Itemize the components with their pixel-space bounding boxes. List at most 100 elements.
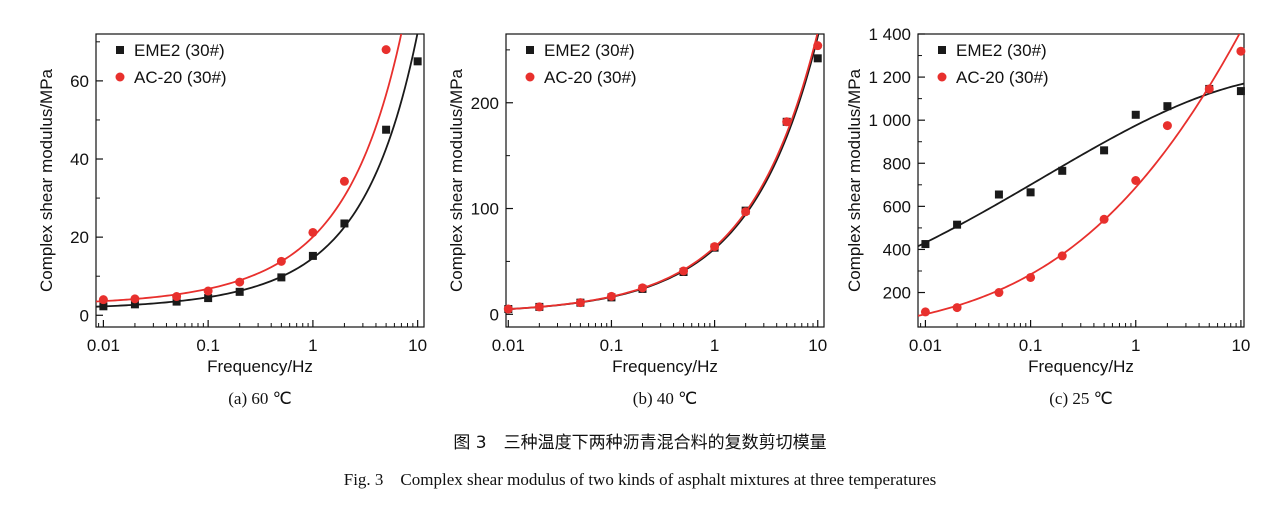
data-point-series-0: [1026, 188, 1035, 197]
plot-frame: [505, 33, 825, 328]
plot-frame: [95, 33, 425, 328]
y-tick-label: 60: [70, 72, 89, 91]
fit-curve-series-1: [96, 34, 403, 303]
data-point-series-1: [637, 283, 647, 293]
data-point-series-0: [953, 220, 962, 229]
x-tick-label: 10: [1231, 336, 1250, 355]
y-tick-label: 100: [471, 200, 499, 219]
data-point-series-1: [679, 266, 689, 276]
x-axis-label: Frequency/Hz: [1028, 357, 1134, 376]
data-point-series-1: [381, 45, 391, 55]
y-tick-label: 0: [490, 305, 499, 324]
x-axis-label: Frequency/Hz: [207, 357, 313, 376]
y-axis-label: Complex shear modulus/MPa: [37, 68, 56, 292]
fit-curve-series-1: [918, 34, 1241, 317]
data-point-series-0: [1131, 110, 1140, 119]
data-point-series-0: [994, 190, 1003, 199]
fit-curve-series-0: [96, 34, 419, 308]
x-tick-label: 1: [710, 336, 719, 355]
data-point-series-0: [130, 300, 139, 309]
data-point-series-1: [172, 292, 182, 302]
legend-marker-0: [526, 46, 534, 54]
data-point-series-0: [204, 294, 213, 303]
data-point-series-1: [130, 294, 140, 304]
data-point-series-1: [994, 288, 1004, 298]
data-point-series-0: [413, 57, 422, 66]
data-point-series-1: [1026, 272, 1036, 282]
data-point-series-1: [276, 256, 286, 266]
x-tick-label: 0.01: [492, 336, 525, 355]
data-point-series-1: [741, 207, 751, 217]
data-point-series-0: [99, 302, 108, 311]
x-tick-label: 10: [408, 336, 427, 355]
data-point-series-0: [1100, 146, 1109, 155]
data-point-series-0: [277, 273, 286, 282]
legend-label-0: EME2 (30#): [956, 41, 1047, 60]
y-tick-label: 20: [70, 228, 89, 247]
data-point-series-1: [339, 176, 349, 186]
legend-label-0: EME2 (30#): [134, 41, 225, 60]
data-point-series-1: [813, 41, 823, 51]
data-point-series-1: [235, 277, 245, 287]
legend-marker-0: [116, 46, 124, 54]
data-point-series-1: [503, 304, 513, 314]
data-point-series-0: [172, 297, 181, 306]
y-tick-label: 400: [883, 240, 911, 259]
chart-2: 0.01 0.1 1 10 200 400 600 800 1 000 1 200 1 400 Fre…: [845, 25, 1250, 408]
data-point-series-1: [1131, 176, 1141, 185]
data-point-series-1: [534, 302, 544, 312]
chart-subtitle: (a) 60 ℃: [228, 389, 291, 408]
x-tick-label: 1: [308, 336, 317, 355]
y-tick-label: 1 200: [868, 68, 911, 87]
y-tick-label: 0: [80, 306, 89, 325]
data-point-series-1: [308, 227, 318, 237]
data-point-series-0: [308, 251, 317, 260]
chart-subtitle: (b) 40 ℃: [633, 389, 697, 408]
x-tick-label: 0.1: [600, 336, 624, 355]
data-point-series-0: [1058, 166, 1067, 175]
legend-marker-1: [937, 72, 947, 82]
x-axis-label: Frequency/Hz: [612, 357, 718, 376]
data-point-series-1: [1204, 84, 1214, 94]
data-point-series-0: [235, 287, 244, 296]
caption-cn: 图 3 三种温度下两种沥青混合料的复数剪切模量: [453, 433, 826, 453]
legend-marker-1: [525, 72, 535, 82]
data-point-series-1: [1099, 214, 1109, 224]
data-point-series-1: [1162, 121, 1172, 131]
legend-marker-1: [115, 72, 125, 82]
legend-label-1: AC-20 (30#): [956, 68, 1049, 87]
y-tick-label: 200: [883, 284, 911, 303]
x-tick-label: 10: [808, 336, 827, 355]
data-point-series-0: [1236, 87, 1245, 96]
data-point-series-0: [1163, 102, 1172, 111]
data-point-series-0: [921, 240, 930, 249]
fit-curve-series-1: [506, 34, 819, 311]
y-tick-label: 800: [883, 154, 911, 173]
data-point-series-1: [606, 291, 616, 301]
chart-0: 0.01 0.1 1 10 0 20 40 60 Frequency/Hz Complex she…: [37, 33, 427, 408]
legend-label-1: AC-20 (30#): [134, 68, 227, 87]
legend-label-0: EME2 (30#): [544, 41, 635, 60]
legend-label-1: AC-20 (30#): [544, 68, 637, 87]
y-axis-label: Complex shear modulus/MPa: [447, 68, 466, 292]
y-tick-label: 200: [471, 94, 499, 113]
x-tick-label: 0.1: [196, 336, 220, 355]
data-point-series-1: [203, 286, 213, 296]
y-axis-label: Complex shear modulus/MPa: [845, 68, 864, 292]
data-point-series-1: [575, 298, 585, 308]
y-tick-label: 1 400: [868, 25, 911, 44]
data-point-series-1: [710, 242, 720, 252]
data-point-series-0: [340, 219, 349, 228]
data-point-series-0: [382, 125, 391, 134]
y-tick-label: 1 000: [868, 111, 911, 130]
data-point-series-0: [813, 54, 822, 63]
data-point-series-1: [952, 303, 962, 313]
data-point-series-1: [1236, 46, 1246, 56]
x-tick-label: 1: [1131, 336, 1140, 355]
data-point-series-1: [920, 307, 930, 317]
data-point-series-1: [98, 295, 108, 305]
data-point-series-1: [782, 117, 792, 127]
y-tick-label: 40: [70, 150, 89, 169]
